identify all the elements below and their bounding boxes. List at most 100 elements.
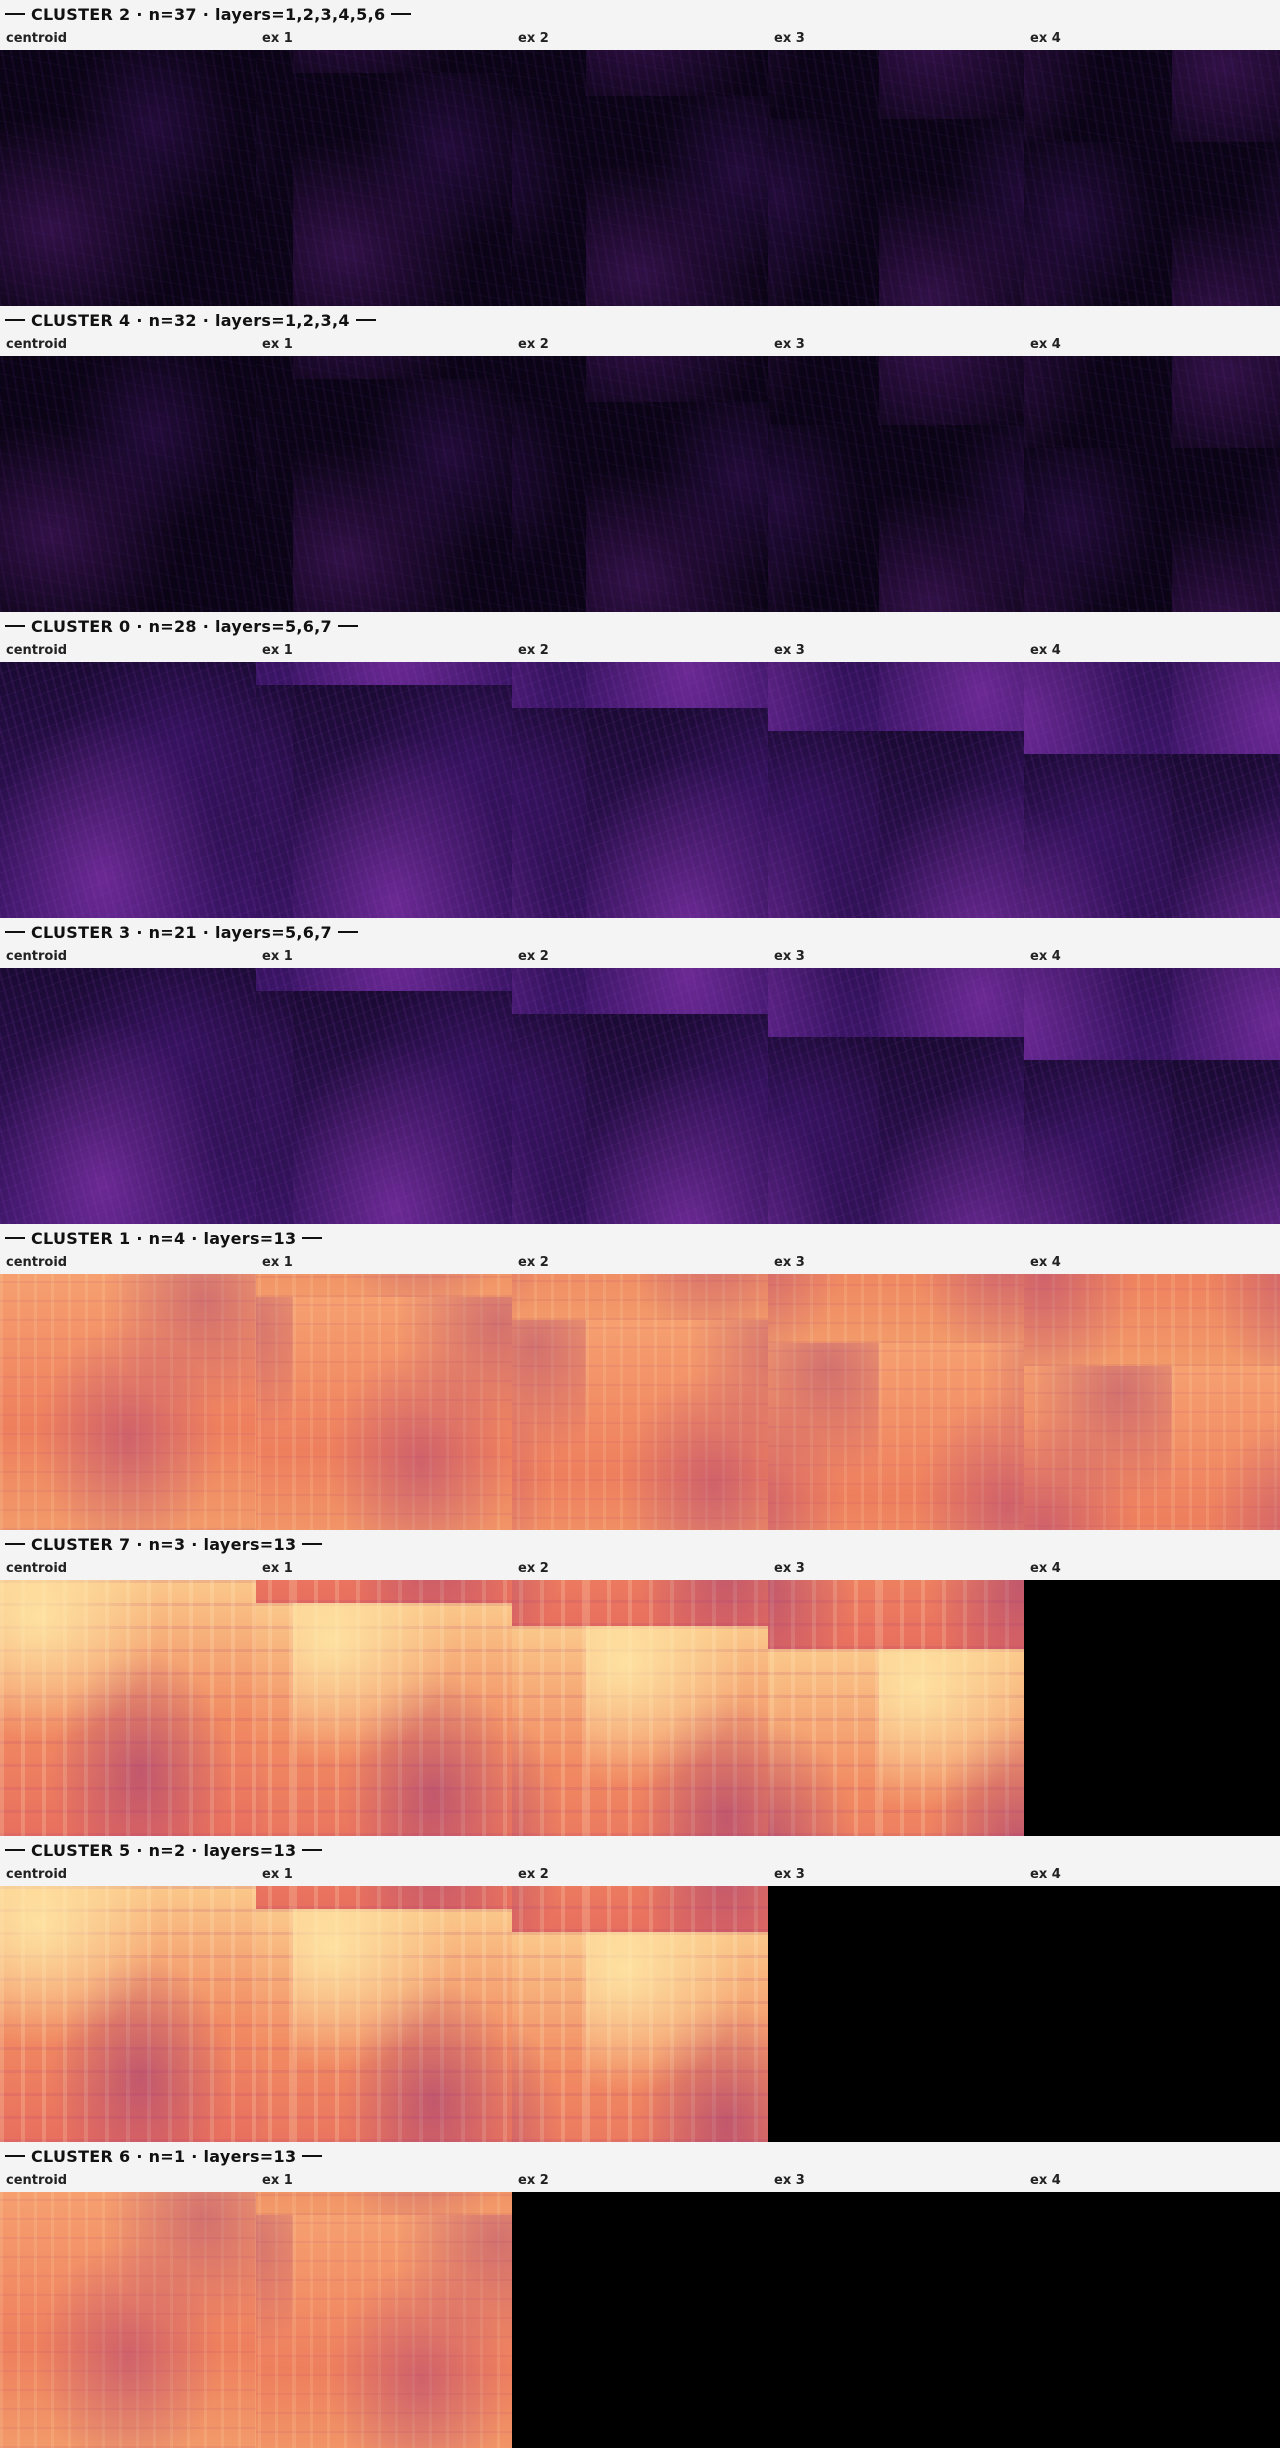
heatmap — [0, 968, 256, 1224]
heatmap — [0, 1580, 256, 1836]
cluster-block: CLUSTER 6 · n=1 · layers=13 centroid ex 1 e… — [0, 2142, 1280, 2448]
column-label: ex 3 — [774, 643, 805, 658]
cluster-header: CLUSTER 5 · n=2 · layers=13 — [0, 1836, 1280, 1864]
column-label: ex 2 — [518, 1561, 549, 1576]
cluster-block: CLUSTER 2 · n=37 · layers=1,2,3,4,5,6 cen… — [0, 0, 1280, 306]
column-label: ex 2 — [518, 643, 549, 658]
heatmap — [0, 662, 256, 918]
heatmap-row — [0, 50, 1280, 306]
empty-slot — [1024, 1580, 1280, 1836]
column-label: centroid — [6, 643, 68, 658]
column-label: ex 2 — [518, 949, 549, 964]
rule — [338, 931, 358, 933]
heatmap — [1024, 356, 1280, 612]
column-label: ex 3 — [774, 1867, 805, 1882]
cluster-header: CLUSTER 3 · n=21 · layers=5,6,7 — [0, 918, 1280, 946]
column-label: ex 2 — [518, 337, 549, 352]
cluster-header: CLUSTER 1 · n=4 · layers=13 — [0, 1224, 1280, 1252]
cluster-header: CLUSTER 4 · n=32 · layers=1,2,3,4 — [0, 306, 1280, 334]
heatmap — [512, 1886, 768, 2142]
column-label: ex 3 — [774, 337, 805, 352]
cluster-block: CLUSTER 7 · n=3 · layers=13 centroid ex 1 e… — [0, 1530, 1280, 1836]
column-label: ex 1 — [262, 643, 293, 658]
rule — [355, 319, 376, 321]
column-label: ex 3 — [774, 949, 805, 964]
column-label: ex 4 — [1030, 643, 1061, 658]
heatmap-row — [0, 968, 1280, 1224]
heatmap — [768, 968, 1024, 1224]
heatmap-row — [0, 1580, 1280, 1836]
heatmap — [512, 1274, 768, 1530]
column-labels: centroid ex 1 ex 2 ex 3 ex 4 — [0, 28, 1280, 50]
rule — [5, 319, 25, 321]
column-label: ex 3 — [774, 31, 805, 46]
empty-slot — [768, 1886, 1024, 2142]
heatmap — [768, 356, 1024, 612]
column-label: ex 3 — [774, 1255, 805, 1270]
heatmap-row — [0, 662, 1280, 918]
column-label: ex 1 — [262, 337, 293, 352]
cluster-title: CLUSTER 7 · n=3 · layers=13 — [31, 1534, 297, 1554]
rule — [5, 13, 25, 15]
column-labels: centroid ex 1 ex 2 ex 3 ex 4 — [0, 1558, 1280, 1580]
column-labels: centroid ex 1 ex 2 ex 3 ex 4 — [0, 334, 1280, 356]
column-label: ex 3 — [774, 2173, 805, 2188]
column-labels: centroid ex 1 ex 2 ex 3 ex 4 — [0, 946, 1280, 968]
heatmap — [256, 968, 512, 1224]
cluster-title: CLUSTER 1 · n=4 · layers=13 — [31, 1228, 297, 1248]
column-label: centroid — [6, 949, 68, 964]
heatmap — [0, 2192, 256, 2448]
heatmap-row — [0, 2192, 1280, 2448]
column-label: centroid — [6, 337, 68, 352]
cluster-block: CLUSTER 4 · n=32 · layers=1,2,3,4 centroi… — [0, 306, 1280, 612]
cluster-title: CLUSTER 2 · n=37 · layers=1,2,3,4,5,6 — [31, 4, 386, 24]
cluster-block: CLUSTER 5 · n=2 · layers=13 centroid ex 1 e… — [0, 1836, 1280, 2142]
heatmap — [512, 356, 768, 612]
heatmap — [256, 1580, 512, 1836]
cluster-title: CLUSTER 3 · n=21 · layers=5,6,7 — [31, 922, 332, 942]
column-label: ex 1 — [262, 31, 293, 46]
heatmap — [512, 968, 768, 1224]
column-label: ex 3 — [774, 1561, 805, 1576]
column-label: ex 2 — [518, 1255, 549, 1270]
rule — [338, 625, 358, 627]
heatmap — [768, 662, 1024, 918]
heatmap — [768, 1580, 1024, 1836]
heatmap-row — [0, 356, 1280, 612]
heatmap — [256, 50, 512, 306]
heatmap — [256, 1274, 512, 1530]
column-labels: centroid ex 1 ex 2 ex 3 ex 4 — [0, 2170, 1280, 2192]
column-label: ex 4 — [1030, 2173, 1061, 2188]
column-labels: centroid ex 1 ex 2 ex 3 ex 4 — [0, 1252, 1280, 1274]
rule — [5, 1543, 25, 1545]
cluster-title: CLUSTER 4 · n=32 · layers=1,2,3,4 — [31, 310, 350, 330]
column-label: ex 4 — [1030, 31, 1061, 46]
column-label: centroid — [6, 1255, 68, 1270]
heatmap — [1024, 662, 1280, 918]
column-label: ex 4 — [1030, 1255, 1061, 1270]
heatmap — [1024, 50, 1280, 306]
rule — [5, 931, 25, 933]
cluster-header: CLUSTER 0 · n=28 · layers=5,6,7 — [0, 612, 1280, 640]
column-label: centroid — [6, 31, 68, 46]
rule — [5, 1849, 25, 1851]
cluster-header: CLUSTER 2 · n=37 · layers=1,2,3,4,5,6 — [0, 0, 1280, 28]
column-label: ex 2 — [518, 31, 549, 46]
column-label: centroid — [6, 1867, 68, 1882]
rule — [302, 1849, 323, 1851]
column-label: ex 1 — [262, 2173, 293, 2188]
empty-slot — [512, 2192, 768, 2448]
heatmap — [0, 1886, 256, 2142]
empty-slot — [1024, 2192, 1280, 2448]
heatmap — [1024, 1274, 1280, 1530]
empty-slot — [768, 2192, 1024, 2448]
column-label: ex 2 — [518, 2173, 549, 2188]
empty-slot — [1024, 1886, 1280, 2142]
rule — [5, 1237, 25, 1239]
column-label: ex 1 — [262, 1255, 293, 1270]
rule — [302, 1237, 323, 1239]
heatmap-row — [0, 1274, 1280, 1530]
heatmap — [768, 1274, 1024, 1530]
cluster-block: CLUSTER 1 · n=4 · layers=13 centroid ex 1 e… — [0, 1224, 1280, 1530]
